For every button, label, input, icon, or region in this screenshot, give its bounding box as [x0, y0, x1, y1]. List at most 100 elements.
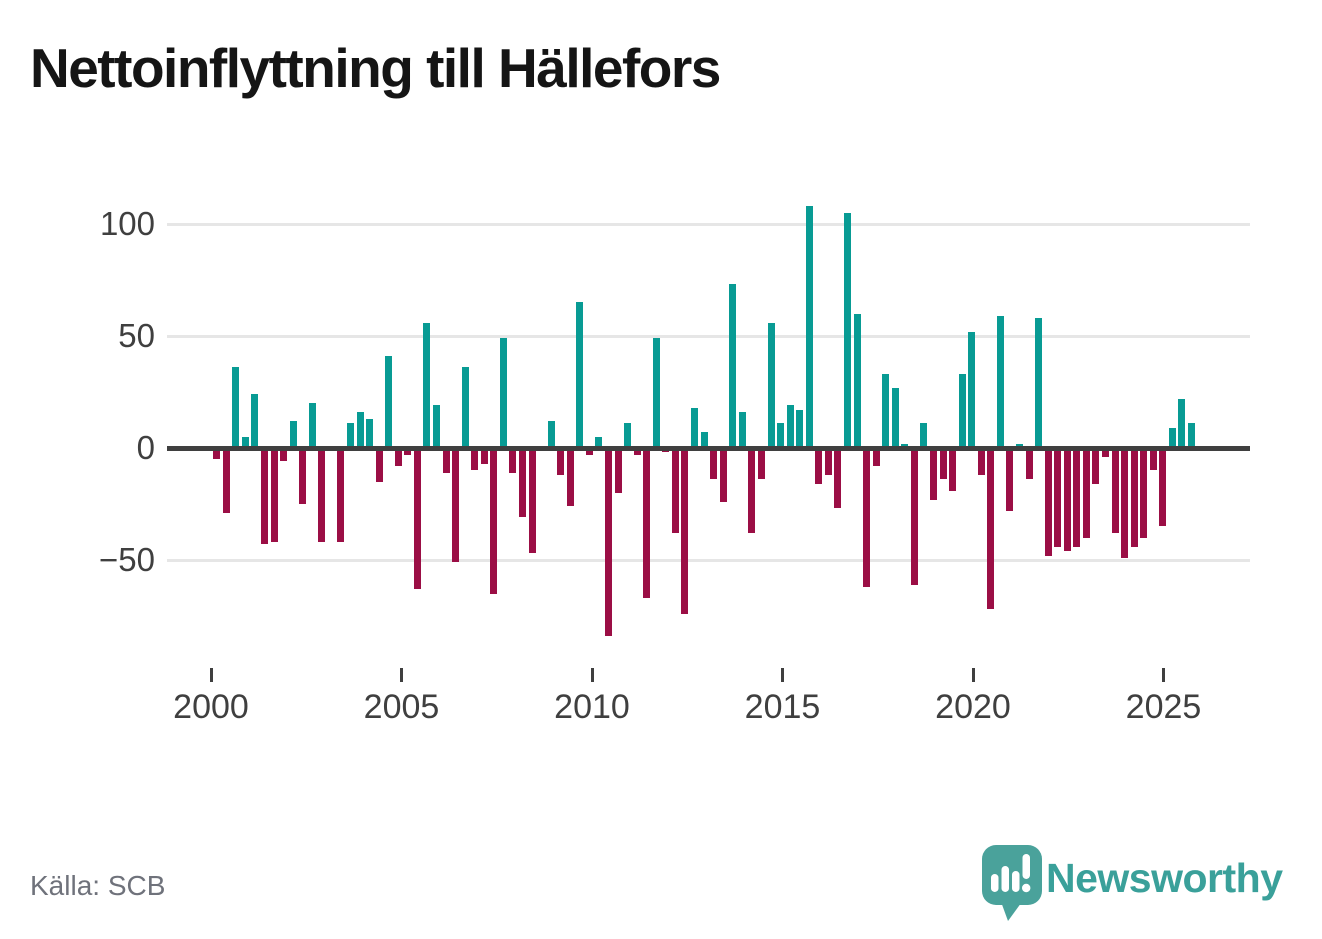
bar-2002Q2 [299, 448, 307, 504]
bar-2024Q4 [1159, 448, 1167, 527]
bar-2012Q3 [691, 407, 699, 448]
x-axis-tick-2010 [590, 668, 594, 682]
bar-2021Q3 [1035, 318, 1043, 448]
x-axis-tick-label: 2020 [935, 688, 1011, 726]
bar-2011Q2 [643, 448, 651, 599]
bar-2000Q4 [241, 436, 249, 448]
bar-2004Q4 [394, 448, 402, 466]
bar-2022Q1 [1054, 448, 1062, 547]
bar-2006Q4 [471, 448, 479, 471]
bar-2009Q1 [557, 448, 565, 475]
bar-2010Q2 [605, 448, 613, 637]
bar-2013Q4 [738, 412, 746, 448]
x-axis-tick-2025 [1162, 668, 1165, 682]
x-axis-tick-label: 2015 [744, 688, 821, 726]
x-axis-tick-2015 [781, 668, 784, 682]
bar-2010Q1 [595, 436, 603, 448]
bar-2012Q2 [681, 448, 689, 614]
bar-2005Q1 [404, 448, 412, 455]
bar-2014Q3 [767, 322, 775, 448]
bar-2014Q4 [777, 423, 785, 448]
bar-2023Q4 [1121, 448, 1129, 558]
bar-chart-speech-bubble-icon [982, 845, 1042, 921]
bar-2021Q4 [1044, 448, 1052, 556]
bar-2004Q3 [385, 356, 393, 448]
bar-2008Q2 [528, 448, 536, 554]
bar-2019Q1 [939, 448, 947, 480]
bar-2024Q2 [1140, 448, 1148, 538]
bar-2015Q1 [786, 405, 794, 448]
bar-2015Q2 [796, 409, 804, 448]
bar-2015Q3 [805, 206, 813, 448]
x-axis-tick-label: 2000 [173, 688, 249, 726]
bar-2008Q4 [547, 421, 555, 448]
bar-2016Q1 [824, 448, 832, 475]
bar-2001Q4 [280, 448, 288, 462]
bar-2002Q4 [318, 448, 326, 543]
source-note: Källa: SCB [30, 870, 166, 901]
bar-2022Q3 [1073, 448, 1081, 547]
bar-2009Q2 [566, 448, 574, 507]
bar-2004Q2 [375, 448, 383, 482]
bar-2010Q4 [624, 423, 632, 448]
bar-2023Q2 [1102, 448, 1109, 457]
y-axis-tick-label: 50 [118, 317, 155, 354]
bar-2007Q4 [509, 448, 517, 473]
bar-2017Q4 [891, 387, 899, 448]
newsworthy-logo: Newsworthy [980, 843, 1300, 923]
x-axis-tick-label: 2025 [1125, 688, 1202, 726]
bar-2018Q4 [929, 448, 937, 500]
bar-2020Q4 [1006, 448, 1014, 511]
bar-2011Q1 [633, 448, 641, 455]
bar-2017Q1 [863, 448, 871, 587]
bar-2023Q3 [1111, 448, 1119, 534]
gridline-y-50 [167, 558, 1250, 562]
bar-2009Q4 [585, 448, 593, 455]
bar-2016Q2 [834, 448, 842, 509]
bar-2001Q3 [270, 448, 278, 543]
bar-2005Q3 [423, 322, 431, 448]
bar-2006Q3 [461, 367, 469, 448]
bar-2020Q2 [987, 448, 995, 610]
bar-2000Q3 [232, 367, 240, 448]
x-axis-tick-label: 2010 [554, 688, 630, 726]
bar-2007Q2 [490, 448, 498, 594]
y-axis-tick-label: 0 [136, 429, 155, 466]
x-axis-tick-2005 [400, 668, 403, 682]
bar-2004Q1 [366, 418, 374, 448]
bar-2022Q4 [1082, 448, 1090, 538]
bar-2000Q2 [222, 448, 230, 513]
bar-2024Q1 [1130, 448, 1138, 547]
bar-2015Q4 [815, 448, 823, 484]
y-axis-tick-label: −50 [99, 541, 155, 578]
bar-2016Q3 [843, 212, 851, 448]
bar-2003Q4 [356, 412, 364, 448]
bar-2007Q3 [499, 338, 507, 448]
bar-2012Q4 [700, 432, 708, 448]
bar-2020Q1 [977, 448, 985, 475]
bar-2005Q2 [413, 448, 421, 590]
bar-2017Q2 [872, 448, 880, 466]
bar-2001Q2 [260, 448, 268, 545]
bar-2010Q3 [614, 448, 622, 493]
bar-2013Q1 [710, 448, 718, 480]
bar-2001Q1 [251, 394, 259, 448]
x-axis-tick-label: 2005 [363, 688, 440, 726]
bar-2025Q2 [1178, 398, 1186, 448]
bar-2019Q4 [968, 331, 976, 448]
bar-2005Q4 [433, 405, 440, 448]
bar-2016Q4 [853, 313, 861, 448]
bar-2021Q2 [1025, 448, 1033, 480]
bar-2022Q2 [1063, 448, 1071, 552]
bar-2014Q2 [757, 448, 765, 480]
chart-title: Nettoinflyttning till Hällefors [30, 37, 721, 99]
bar-2018Q2 [910, 448, 918, 585]
bar-2011Q3 [652, 338, 660, 448]
bar-2025Q1 [1168, 427, 1176, 448]
bar-2002Q1 [289, 421, 297, 448]
bar-2003Q2 [337, 448, 345, 543]
bar-2018Q3 [920, 423, 928, 448]
bar-2013Q3 [729, 284, 737, 448]
bar-2002Q3 [308, 403, 316, 448]
